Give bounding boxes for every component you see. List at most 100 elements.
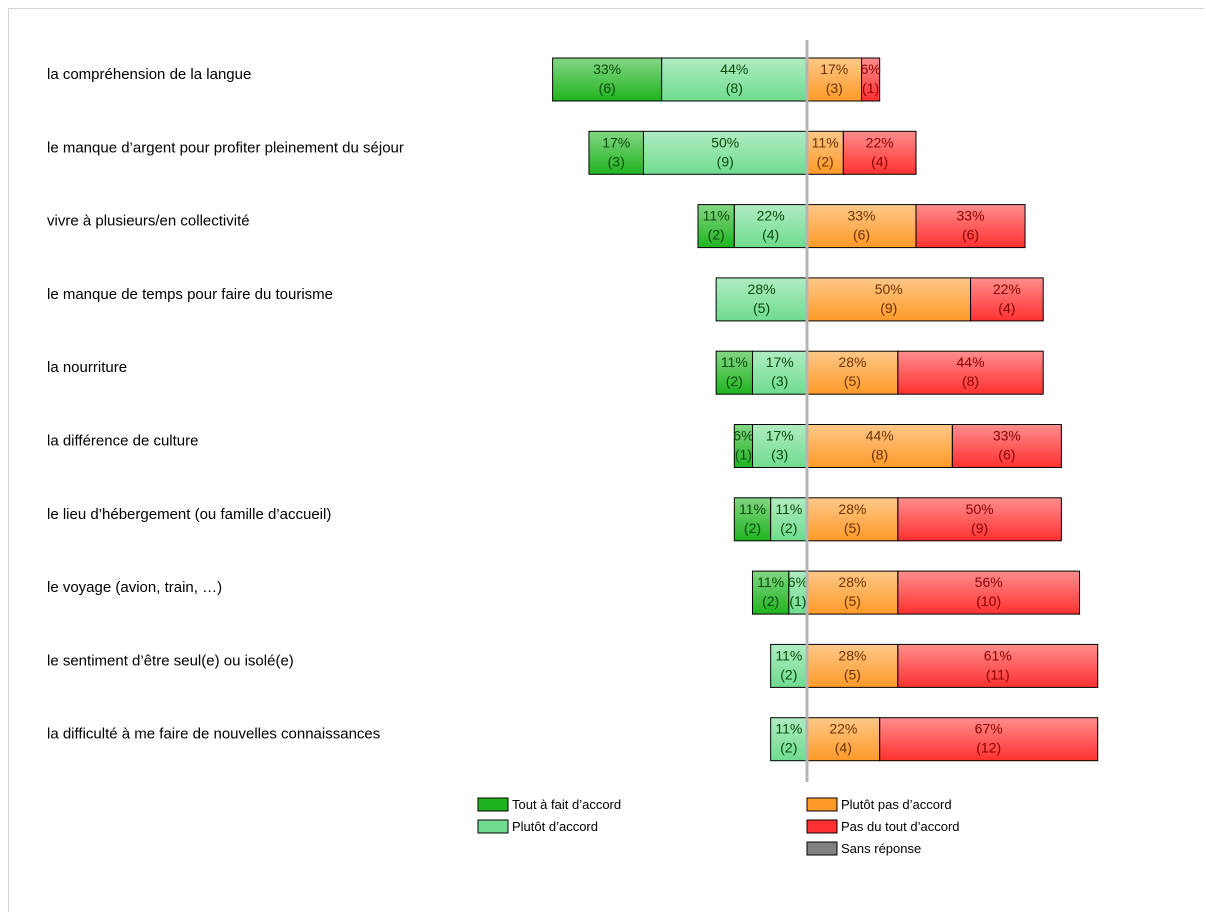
segment-percent-label: 22% xyxy=(993,281,1021,297)
segment-percent-label: 28% xyxy=(838,574,866,590)
segment-count-label: (2) xyxy=(726,373,743,389)
chart-frame xyxy=(8,8,1204,912)
bar-segment xyxy=(697,204,735,249)
segment-count-label: (12) xyxy=(976,740,1001,756)
segment-percent-label: 56% xyxy=(975,574,1003,590)
segment-count-label: (4) xyxy=(835,740,852,756)
segment-count-label: (5) xyxy=(844,373,861,389)
bar-segment xyxy=(751,350,808,395)
bar-segment xyxy=(897,497,1062,542)
segment-percent-label: 44% xyxy=(957,354,985,370)
segment-count-label: (4) xyxy=(998,300,1015,316)
row-label: la compréhension de la langue xyxy=(47,66,251,83)
segment-count-label: (2) xyxy=(817,153,834,169)
segment-percent-label: 6% xyxy=(788,574,808,590)
segment-percent-label: 17% xyxy=(820,61,848,77)
segment-count-label: (2) xyxy=(780,740,797,756)
segment-percent-label: 22% xyxy=(829,721,857,737)
legend-label: Sans réponse xyxy=(841,841,921,856)
segment-percent-label: 11% xyxy=(721,354,748,370)
segment-percent-label: 33% xyxy=(993,428,1021,444)
bar-segment xyxy=(806,204,917,249)
segment-count-label: (5) xyxy=(844,520,861,536)
segment-percent-label: 28% xyxy=(838,647,866,663)
legend-label: Plutôt pas d’accord xyxy=(841,797,952,812)
segment-percent-label: 22% xyxy=(866,134,894,150)
bar-segment xyxy=(751,424,808,468)
segment-percent-label: 33% xyxy=(847,208,875,224)
segment-count-label: (6) xyxy=(998,447,1015,463)
bar-segment xyxy=(770,497,808,542)
segment-count-label: (1) xyxy=(789,593,806,609)
segment-count-label: (2) xyxy=(780,666,797,682)
segment-percent-label: 17% xyxy=(766,428,794,444)
legend-swatch xyxy=(477,819,509,834)
segment-percent-label: 6% xyxy=(733,428,753,444)
segment-count-label: (6) xyxy=(599,80,616,96)
bar-segment xyxy=(751,570,790,615)
legend-swatch xyxy=(477,797,509,812)
row-label: le lieu d’hébergement (ou famille d’accu… xyxy=(47,506,331,523)
bar-segment xyxy=(715,350,753,395)
legend-swatch xyxy=(806,819,838,834)
segment-percent-label: 22% xyxy=(757,208,785,224)
segment-count-label: (9) xyxy=(717,153,734,169)
bar-segment xyxy=(552,57,663,102)
bar-segment xyxy=(842,130,917,175)
segment-count-label: (8) xyxy=(871,447,888,463)
legend-label: Plutôt d’accord xyxy=(512,819,598,834)
row-label: le manque d’argent pour profiter pleinem… xyxy=(47,139,404,156)
row-label: vivre à plusieurs/en collectivité xyxy=(47,213,250,230)
segment-count-label: (2) xyxy=(708,227,725,243)
segment-count-label: (5) xyxy=(753,300,770,316)
segment-count-label: (10) xyxy=(976,593,1001,609)
bar-segment xyxy=(897,350,1044,395)
bar-segment xyxy=(806,570,899,615)
row-label: la nourriture xyxy=(47,359,127,376)
row-label: le voyage (avion, train, …) xyxy=(47,579,222,596)
segment-percent-label: 28% xyxy=(838,354,866,370)
segment-count-label: (11) xyxy=(986,666,1010,682)
segment-count-label: (2) xyxy=(762,593,779,609)
bar-segment xyxy=(951,424,1062,468)
segment-count-label: (3) xyxy=(608,153,625,169)
segment-count-label: (9) xyxy=(880,300,897,316)
segment-percent-label: 11% xyxy=(812,134,839,150)
segment-percent-label: 44% xyxy=(720,61,748,77)
segment-percent-label: 33% xyxy=(593,61,621,77)
segment-percent-label: 50% xyxy=(711,134,739,150)
segment-percent-label: 11% xyxy=(739,501,766,517)
segment-percent-label: 28% xyxy=(748,281,776,297)
bar-segment xyxy=(879,717,1099,762)
segment-count-label: (4) xyxy=(762,227,779,243)
row-label: la différence de culture xyxy=(47,433,199,450)
segment-count-label: (5) xyxy=(844,593,861,609)
legend-swatch xyxy=(806,841,838,856)
segment-count-label: (2) xyxy=(780,520,797,536)
row-label: la difficulté à me faire de nouvelles co… xyxy=(47,726,380,743)
segment-percent-label: 11% xyxy=(775,647,802,663)
row-label: le manque de temps pour faire du tourism… xyxy=(47,286,333,303)
segment-count-label: (6) xyxy=(853,227,870,243)
segment-percent-label: 50% xyxy=(966,501,994,517)
segment-percent-label: 11% xyxy=(757,574,784,590)
segment-count-label: (8) xyxy=(726,80,743,96)
segment-percent-label: 17% xyxy=(766,354,794,370)
bar-segment xyxy=(661,57,808,102)
segment-percent-label: 61% xyxy=(984,647,1012,663)
segment-count-label: (9) xyxy=(971,520,988,536)
row-label: le sentiment d’être seul(e) ou isolé(e) xyxy=(47,652,294,669)
legend-label: Pas du tout d’accord xyxy=(841,819,960,834)
segment-percent-label: 28% xyxy=(838,501,866,517)
legend-swatch xyxy=(806,797,838,812)
bar-segment xyxy=(897,643,1099,688)
bar-segment xyxy=(806,424,953,468)
legend-label: Tout à fait d’accord xyxy=(512,797,621,812)
bar-segment xyxy=(806,277,972,322)
segment-count-label: (8) xyxy=(962,373,979,389)
segment-percent-label: 11% xyxy=(775,721,802,737)
bar-segment xyxy=(806,350,899,395)
segment-percent-label: 67% xyxy=(975,721,1003,737)
bar-segment xyxy=(970,277,1044,322)
